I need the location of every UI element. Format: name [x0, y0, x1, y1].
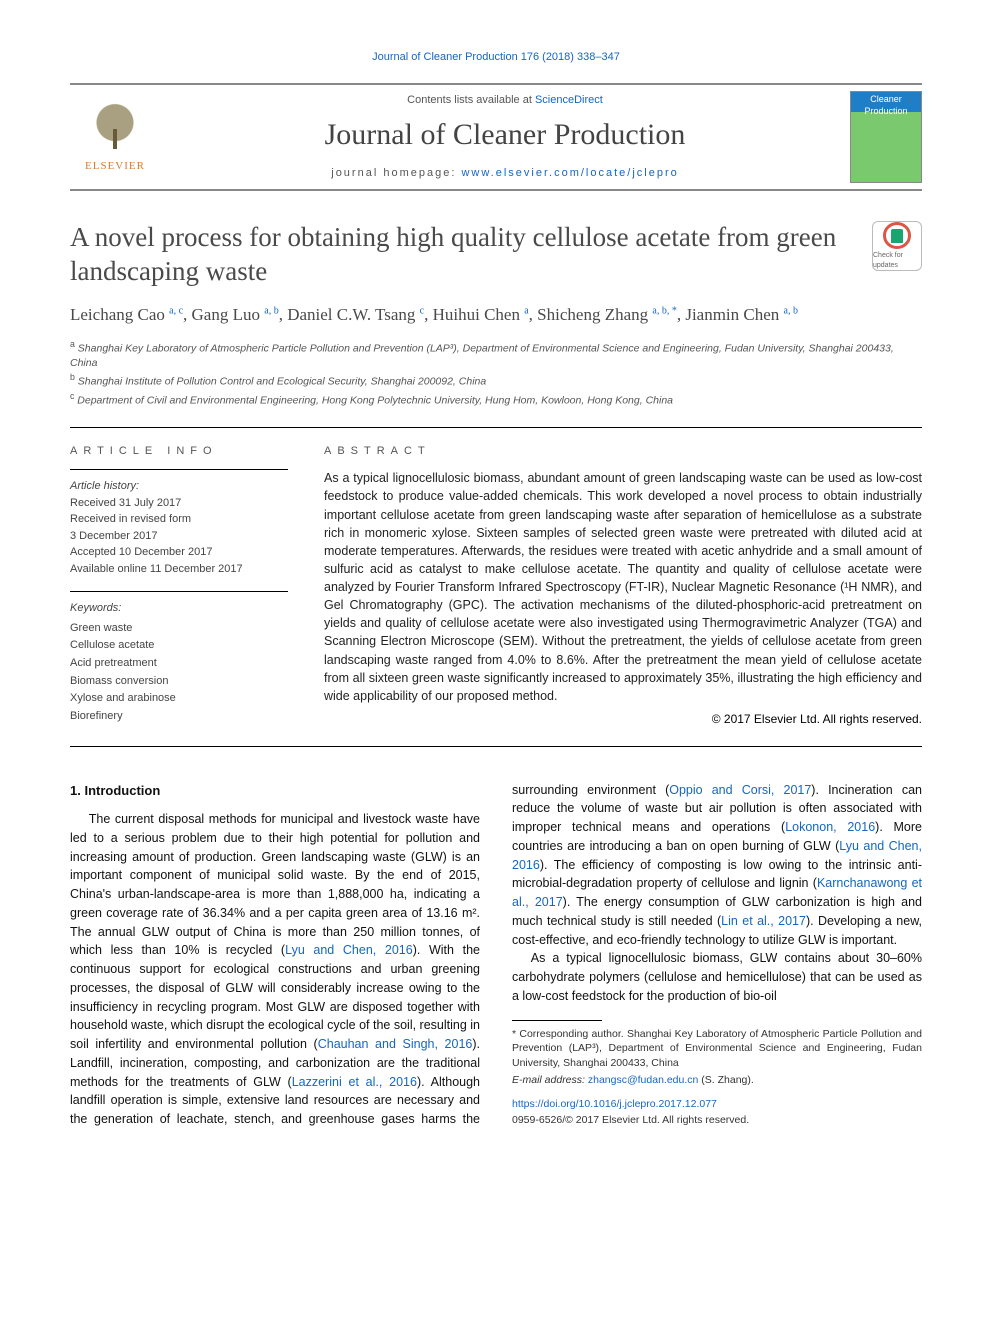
footnotes: * Corresponding author. Shanghai Key Lab… — [512, 1027, 922, 1088]
cover-text-1: Cleaner — [851, 92, 921, 104]
history-line: 3 December 2017 — [70, 528, 288, 545]
section-heading-1: 1. Introduction — [70, 781, 480, 801]
issn-copyright-line: 0959-6526/© 2017 Elsevier Ltd. All right… — [512, 1113, 922, 1129]
journal-homepage-line: journal homepage: www.elsevier.com/locat… — [172, 166, 838, 181]
masthead: ELSEVIER Contents lists available at Sci… — [70, 83, 922, 191]
journal-name: Journal of Cleaner Production — [172, 114, 838, 156]
history-line: Received 31 July 2017 — [70, 495, 288, 512]
citation-link[interactable]: Lyu and Chen, 2016 — [285, 943, 413, 957]
divider — [70, 427, 922, 428]
sciencedirect-link[interactable]: ScienceDirect — [535, 94, 603, 106]
affiliation-a: a Shanghai Key Laboratory of Atmospheric… — [70, 338, 922, 372]
corresponding-author-footnote: * Corresponding author. Shanghai Key Lab… — [512, 1027, 922, 1071]
crossmark-bookmark-icon — [891, 229, 903, 243]
email-footnote: E-mail address: zhangsc@fudan.edu.cn (S.… — [512, 1073, 922, 1088]
author-6: Jianmin Chen a, b — [685, 305, 798, 324]
doi-block: https://doi.org/10.1016/j.jclepro.2017.1… — [512, 1097, 922, 1129]
history-line: Accepted 10 December 2017 — [70, 544, 288, 561]
citation-link[interactable]: Lazzerini et al., 2016 — [292, 1075, 417, 1089]
citation-link[interactable]: Lin et al., 2017 — [721, 914, 806, 928]
author-1: Leichang Cao a, c — [70, 305, 183, 324]
author-5: Shicheng Zhang a, b, * — [537, 305, 677, 324]
crossmark-label: Check for updates — [873, 251, 921, 271]
history-label: Article history: — [70, 478, 288, 495]
article-history: Article history: Received 31 July 2017 R… — [70, 469, 288, 577]
body-text: 1. Introduction The current disposal met… — [70, 781, 922, 1129]
keyword: Cellulose acetate — [70, 637, 288, 655]
elsevier-tree-icon — [88, 101, 142, 155]
journal-citation-link[interactable]: Journal of Cleaner Production 176 (2018)… — [372, 51, 620, 63]
contents-available-line: Contents lists available at ScienceDirec… — [172, 93, 838, 108]
affiliations: a Shanghai Key Laboratory of Atmospheric… — [70, 338, 922, 409]
corresponding-email-link[interactable]: zhangsc@fudan.edu.cn — [588, 1074, 699, 1086]
footnote-separator — [512, 1020, 602, 1021]
keyword: Green waste — [70, 620, 288, 638]
publisher-name: ELSEVIER — [85, 159, 145, 174]
contents-prefix: Contents lists available at — [407, 94, 535, 106]
journal-citation: Journal of Cleaner Production 176 (2018)… — [70, 50, 922, 65]
publisher-logo: ELSEVIER — [70, 92, 160, 182]
keywords-label: Keywords: — [70, 600, 288, 618]
article-info-heading: ARTICLE INFO — [70, 444, 288, 459]
author-4: Huihui Chen a — [433, 305, 529, 324]
author-2: Gang Luo a, b — [192, 305, 279, 324]
keyword: Xylose and arabinose — [70, 690, 288, 708]
citation-link[interactable]: Chauhan and Singh, 2016 — [318, 1037, 473, 1051]
author-3: Daniel C.W. Tsang c — [287, 305, 424, 324]
keyword: Biomass conversion — [70, 673, 288, 691]
keyword: Acid pretreatment — [70, 655, 288, 673]
abstract-copyright: © 2017 Elsevier Ltd. All rights reserved… — [324, 711, 922, 728]
article-title: A novel process for obtaining high quali… — [70, 221, 856, 289]
homepage-label: journal homepage: — [331, 167, 461, 179]
journal-cover-thumb: Cleaner Production — [850, 91, 922, 183]
affiliation-b: b Shanghai Institute of Pollution Contro… — [70, 371, 922, 390]
doi-link[interactable]: https://doi.org/10.1016/j.jclepro.2017.1… — [512, 1098, 717, 1110]
abstract-heading: ABSTRACT — [324, 444, 922, 459]
crossmark-badge[interactable]: Check for updates — [872, 221, 922, 271]
cover-text-2: Production — [851, 104, 921, 116]
divider — [70, 746, 922, 747]
citation-link[interactable]: Lokonon, 2016 — [785, 820, 875, 834]
citation-link[interactable]: Oppio and Corsi, 2017 — [669, 783, 811, 797]
history-line: Received in revised form — [70, 511, 288, 528]
keyword: Biorefinery — [70, 708, 288, 726]
history-line: Available online 11 December 2017 — [70, 561, 288, 578]
affiliation-c: c Department of Civil and Environmental … — [70, 390, 922, 409]
abstract-text: As a typical lignocellulosic biomass, ab… — [324, 469, 922, 705]
journal-homepage-link[interactable]: www.elsevier.com/locate/jclepro — [461, 167, 678, 179]
crossmark-ring-icon — [883, 222, 911, 248]
keywords-block: Keywords: Green waste Cellulose acetate … — [70, 591, 288, 725]
author-list: Leichang Cao a, c, Gang Luo a, b, Daniel… — [70, 303, 922, 328]
body-paragraph: As a typical lignocellulosic biomass, GL… — [512, 949, 922, 1005]
